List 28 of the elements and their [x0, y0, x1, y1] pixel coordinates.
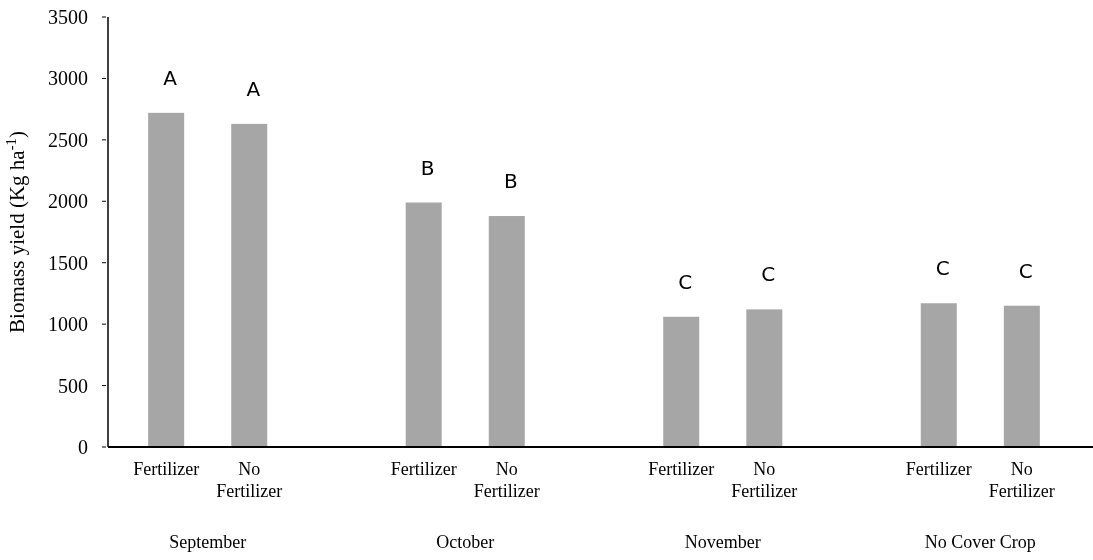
- text: October: [436, 532, 495, 552]
- x-tick-label: No Fertilizer: [216, 459, 283, 501]
- x-tick-label: Fertilizer: [390, 459, 457, 479]
- text: November: [684, 532, 761, 552]
- x-tick-label: No Fertilizer: [731, 459, 798, 501]
- y-tick-label: 500: [58, 374, 88, 397]
- x-tick-label: Fertilizer: [133, 459, 200, 479]
- y-tick-label: 1500: [48, 251, 88, 274]
- x-tick-label: Fertilizer: [648, 459, 715, 479]
- y-tick-label: 2000: [48, 190, 88, 213]
- annotation: A: [163, 65, 178, 90]
- annotation: C: [1018, 258, 1033, 283]
- x-tick-label: Fertilizer: [905, 459, 972, 479]
- annotation: C: [678, 269, 693, 294]
- y-tick-label: 3000: [48, 67, 88, 90]
- annotation: C: [935, 256, 950, 281]
- text: September: [169, 532, 247, 552]
- annotation: B: [420, 155, 435, 180]
- x-tick-label: No Fertilizer: [473, 459, 540, 501]
- y-tick-label: 1000: [48, 313, 88, 336]
- annotation: B: [503, 169, 518, 194]
- annotation: A: [246, 76, 261, 101]
- text: No Cover Crop: [924, 532, 1036, 552]
- y-tick-label: 0: [78, 436, 88, 458]
- x-tick-label: No Fertilizer: [988, 459, 1055, 501]
- y-tick-label: 3500: [48, 6, 88, 28]
- annotation: C: [761, 262, 776, 287]
- y-tick-label: 2500: [48, 128, 88, 151]
